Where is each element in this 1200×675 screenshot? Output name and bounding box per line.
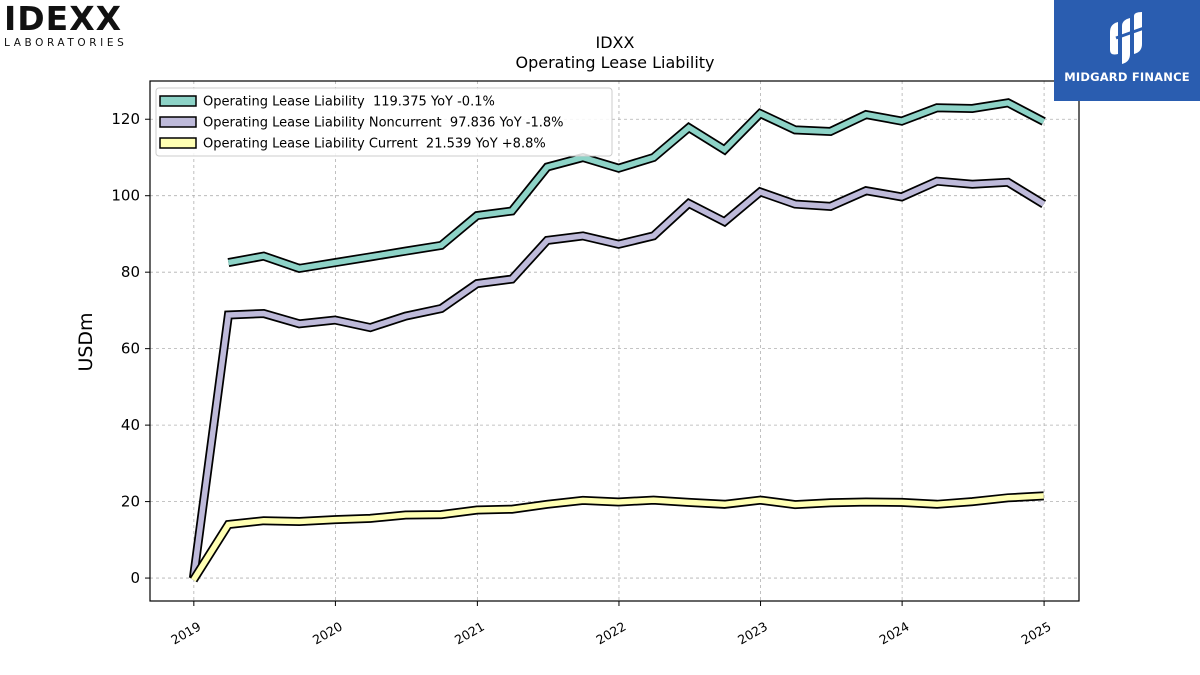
y-tick-label: 0 [130,569,140,587]
chart-subtitle: Operating Lease Liability [515,53,714,72]
legend-item: Operating Lease Liability 119.375 YoY -0… [159,95,495,110]
legend-swatch [159,137,197,149]
legend: Operating Lease Liability 119.375 YoY -0… [155,87,613,157]
legend-swatch [159,95,197,107]
idexx-tagline: LABORATORIES [4,37,128,49]
y-tick-label: 60 [121,340,140,358]
series-lines [188,98,1047,583]
legend-label: Operating Lease Liability Noncurrent 97.… [203,116,564,131]
series-outline [189,491,1044,583]
legend-label: Operating Lease Liability 119.375 YoY -0… [203,95,495,110]
plot-frame [149,80,1080,602]
legend-item: Operating Lease Liability Noncurrent 97.… [159,116,564,131]
chart-title: IDXX [596,33,635,52]
x-tick-label: 2020 [310,619,345,648]
series-3-line [189,491,1044,583]
y-tick-label: 120 [111,110,140,128]
idexx-logo: IDEXX LABORATORIES [4,0,154,50]
series-stroke [190,178,1046,579]
legend-item: Operating Lease Liability Current 21.539… [159,137,546,152]
midgard-mark-icon [1110,12,1145,64]
y-tick-label: 80 [121,263,140,281]
axes: 0 20 40 60 80 100 120 2019 2020 2021 2022 2023 2024 2… [111,110,1053,647]
midgard-finance-logo: MIDGARD FINANCE [1054,0,1200,101]
x-tick-label: 2025 [1019,619,1054,648]
x-tick-label: 2022 [593,619,628,648]
x-tick-label: 2023 [735,619,770,648]
series-2-line [188,176,1047,579]
y-tick-label: 40 [121,416,140,434]
x-tick-label: 2019 [168,619,203,648]
midgard-finance-name: MIDGARD FINANCE [1064,70,1190,84]
y-axis-label: USDm [75,312,97,371]
idexx-wordmark: IDEXX [4,0,123,38]
legend-label: Operating Lease Liability Current 21.539… [203,137,546,152]
series-stroke [191,493,1044,582]
x-tick-label: 2024 [877,619,912,648]
legend-swatch [159,116,197,128]
y-tick-label: 20 [121,493,140,511]
x-tick-label: 2021 [452,619,487,648]
legend-box [155,87,613,157]
y-tick-label: 100 [111,187,140,205]
series-1-line [227,98,1046,274]
series-stroke [227,99,1045,272]
